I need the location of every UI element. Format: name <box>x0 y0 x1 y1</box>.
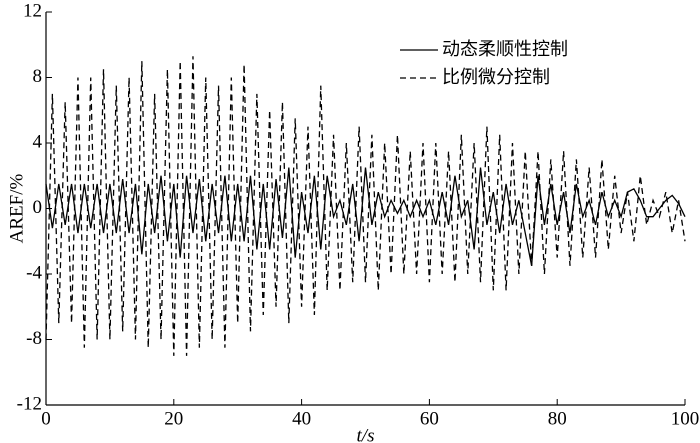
x-tick-label: 20 <box>164 408 183 429</box>
x-tick-label: 60 <box>420 408 439 429</box>
legend-text: 比例微分控制 <box>442 67 550 88</box>
x-tick-label: 100 <box>671 408 700 429</box>
y-tick-label: 12 <box>23 0 42 21</box>
x-tick-label: 40 <box>292 408 311 429</box>
y-tick-label: -4 <box>26 262 42 283</box>
series-line <box>45 167 686 266</box>
series-line <box>45 56 686 356</box>
x-tick-label: 0 <box>41 408 51 429</box>
y-tick-label: 8 <box>33 66 43 87</box>
y-tick-label: -8 <box>26 328 42 349</box>
y-axis-label: AREF/% <box>6 173 27 243</box>
y-tick-label: 0 <box>33 197 43 218</box>
legend-text: 动态柔顺性控制 <box>442 39 568 60</box>
y-tick-label: 4 <box>33 131 43 152</box>
x-tick-label: 80 <box>548 408 567 429</box>
y-tick-label: -12 <box>17 393 42 414</box>
x-axis-label: t/s <box>357 425 375 443</box>
